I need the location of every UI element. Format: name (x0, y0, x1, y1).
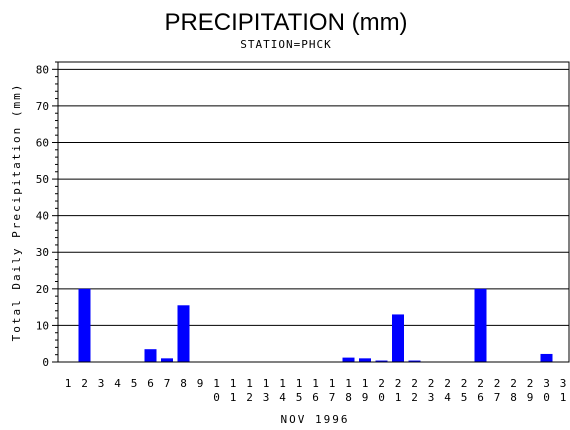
x-tick-label: 2 (428, 377, 435, 390)
x-tick-label: 1 (329, 377, 336, 390)
x-tick-label: 8 (345, 391, 352, 404)
x-tick-label: 3 (560, 377, 567, 390)
chart-subtitle: STATION=PHCK (240, 38, 331, 51)
x-tick-label: 3 (543, 377, 550, 390)
x-tick-label: 1 (230, 377, 237, 390)
x-tick-label: 2 (81, 377, 88, 390)
x-tick-label: 2 (494, 377, 501, 390)
bar (540, 353, 553, 362)
x-tick-label: 2 (411, 391, 418, 404)
x-tick-label: 2 (395, 377, 402, 390)
x-tick-label: 7 (329, 391, 336, 404)
x-tick-label: 1 (362, 377, 369, 390)
x-tick-label: 2 (461, 377, 468, 390)
bar (161, 358, 173, 362)
chart-title: PRECIPITATION (mm) (164, 9, 407, 36)
y-tick-label: 0 (42, 356, 49, 369)
x-tick-label: 1 (279, 377, 286, 390)
y-axis: 0 10 20 30 40 50 60 70 80 (36, 61, 58, 369)
y-tick-label: 20 (36, 283, 49, 296)
x-tick-label: 3 (263, 391, 270, 404)
bars (78, 288, 553, 362)
x-tick-label: 3 (98, 377, 105, 390)
y-tick-label: 30 (36, 246, 49, 259)
x-tick-label: 5 (461, 391, 468, 404)
x-tick-label: 0 (378, 391, 385, 404)
x-tick-label: 8 (510, 391, 517, 404)
bar (474, 288, 487, 362)
x-tick-label: 9 (527, 391, 534, 404)
y-tick-label: 70 (36, 100, 49, 113)
y-tick-label: 80 (36, 63, 49, 76)
y-tick-label: 10 (36, 319, 49, 332)
y-axis-label: Total Daily Precipitation (mm) (10, 83, 23, 342)
x-tick-label: 0 (213, 391, 220, 404)
x-tick-label: 2 (510, 377, 517, 390)
x-tick-label: 7 (164, 377, 171, 390)
x-tick-label: 1 (345, 377, 352, 390)
x-tick-label: 1 (65, 377, 72, 390)
plot-frame (57, 61, 570, 363)
x-tick-label: 3 (428, 391, 435, 404)
bar (78, 288, 91, 362)
x-tick-label: 0 (543, 391, 550, 404)
x-tick-label: 7 (494, 391, 501, 404)
x-tick-label: 2 (444, 377, 451, 390)
x-tick-label: 1 (230, 391, 237, 404)
bar (342, 357, 355, 362)
bar (375, 360, 388, 362)
x-tick-label: 5 (131, 377, 138, 390)
x-tick-label: 8 (180, 377, 187, 390)
bar (177, 305, 190, 362)
bar (359, 358, 371, 362)
x-tick-label: 1 (560, 391, 567, 404)
x-axis: 1 2 3 4 5 6 7 8 9 1011121314151617181920212223242… (65, 377, 567, 404)
x-tick-label: 1 (312, 377, 319, 390)
bar (392, 314, 404, 362)
x-tick-label: 4 (114, 377, 121, 390)
x-tick-label: 2 (477, 377, 484, 390)
x-tick-label: 4 (444, 391, 451, 404)
x-tick-label: 2 (411, 377, 418, 390)
x-tick-label: 6 (147, 377, 154, 390)
x-tick-label: 4 (279, 391, 286, 404)
y-tick-label: 50 (36, 173, 49, 186)
x-tick-label: 5 (296, 391, 303, 404)
gridlines (58, 68, 569, 326)
x-tick-label: 1 (395, 391, 402, 404)
x-tick-label: 1 (213, 377, 220, 390)
bar (144, 349, 157, 362)
x-tick-label: 1 (296, 377, 303, 390)
bar (408, 360, 421, 362)
x-tick-label: 9 (362, 391, 369, 404)
y-tick-label: 60 (36, 136, 49, 149)
x-tick-label: 6 (477, 391, 484, 404)
x-tick-label: 2 (378, 377, 385, 390)
x-tick-label: 2 (527, 377, 534, 390)
x-axis-label: NOV 1996 (281, 413, 350, 426)
x-tick-label: 9 (197, 377, 204, 390)
x-tick-label: 1 (246, 377, 253, 390)
x-tick-label: 2 (246, 391, 253, 404)
x-tick-label: 6 (312, 391, 319, 404)
y-tick-label: 40 (36, 210, 49, 223)
x-tick-label: 1 (263, 377, 270, 390)
